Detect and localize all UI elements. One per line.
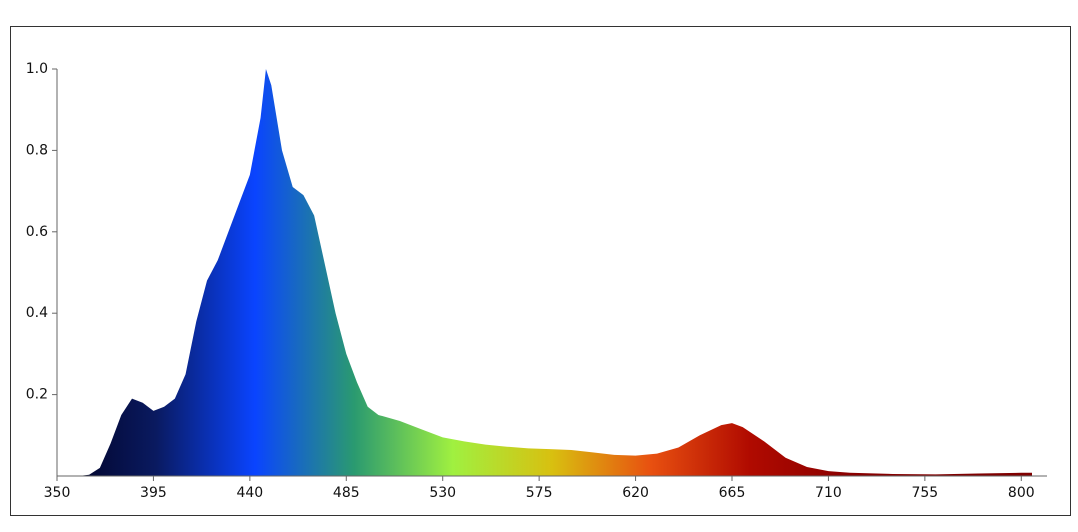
x-tick-label: 665 (719, 485, 746, 501)
x-tick-label: 800 (1008, 485, 1035, 501)
x-tick-label: 755 (911, 485, 938, 501)
frame (10, 26, 1071, 516)
x-tick-label: 575 (526, 485, 553, 501)
x-tick-label: 710 (815, 485, 842, 501)
y-tick-label: 0.2 (26, 387, 48, 403)
x-tick-label: 350 (44, 485, 71, 501)
x-tick-label: 530 (429, 485, 456, 501)
y-tick-label: 0.8 (26, 142, 48, 158)
y-tick-label: 0.4 (26, 305, 48, 321)
x-tick-label: 395 (140, 485, 167, 501)
x-tick-label: 440 (236, 485, 263, 501)
x-tick-label: 620 (622, 485, 649, 501)
y-tick-label: 0.6 (26, 224, 48, 240)
spectrum-area (57, 69, 1032, 476)
y-tick-label: 1.0 (26, 61, 48, 77)
x-tick-label: 485 (333, 485, 360, 501)
